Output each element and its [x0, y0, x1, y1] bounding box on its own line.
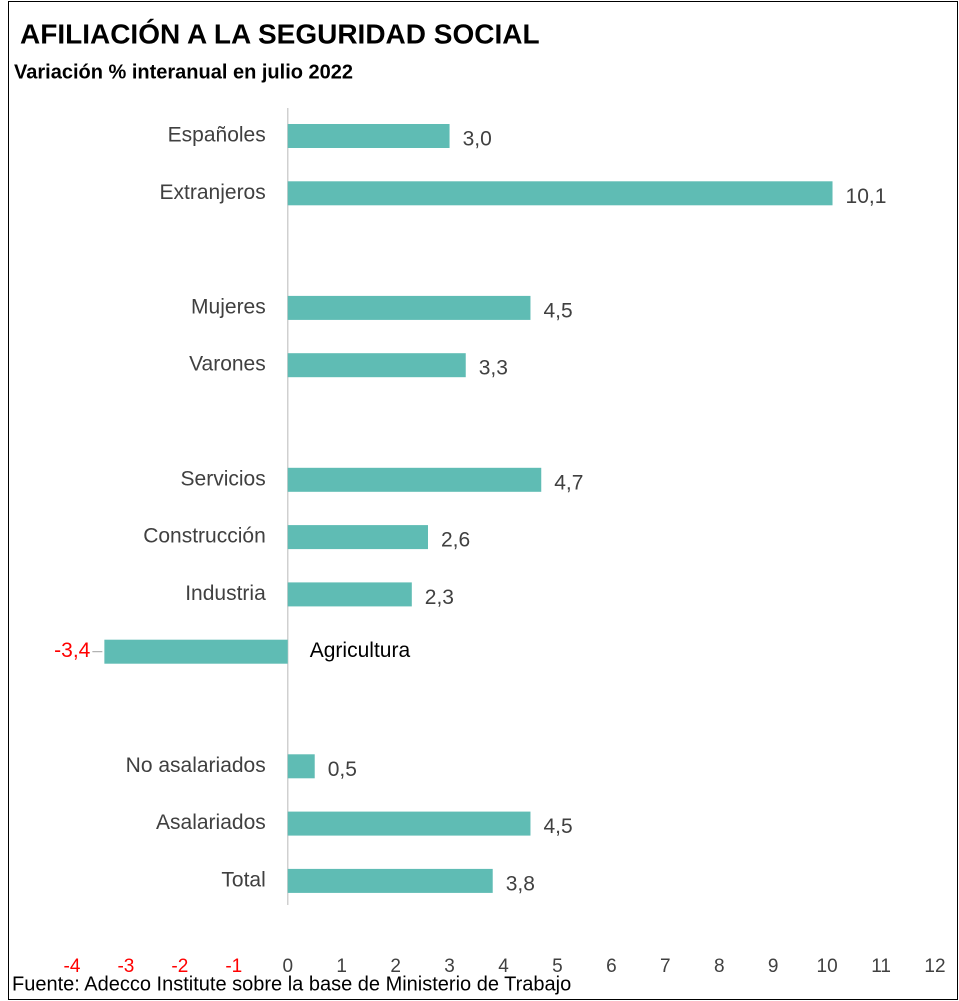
- value-label: 2,3: [425, 586, 454, 609]
- x-tick-label: 1: [336, 956, 347, 977]
- bar: [287, 124, 450, 148]
- x-tick-label: 0: [282, 956, 293, 977]
- value-label: -3,4: [54, 639, 91, 662]
- bar: [104, 639, 288, 664]
- value-label: 4,5: [543, 815, 572, 838]
- x-tick-label: -1: [225, 956, 242, 977]
- value-label: 0,5: [328, 758, 357, 781]
- x-tick-label: 4: [498, 956, 509, 977]
- value-label: 3,3: [479, 357, 508, 380]
- x-tick-label: 5: [552, 956, 563, 977]
- chart-title: AFILIACIÓN A LA SEGURIDAD SOCIAL: [20, 18, 540, 49]
- bar: [287, 868, 493, 893]
- bar: [287, 353, 466, 378]
- bar: [287, 582, 412, 607]
- frame: [8, 1, 958, 1000]
- category-label: Extranjeros: [160, 181, 266, 204]
- chart-subtitle: Variación % interanual en julio 2022: [14, 61, 353, 83]
- bar: [287, 811, 531, 836]
- bar: [287, 754, 315, 779]
- bar: [287, 467, 542, 492]
- category-label: Mujeres: [191, 295, 266, 318]
- value-label: 3,0: [463, 128, 492, 151]
- value-label: 4,7: [554, 471, 583, 494]
- value-label: 2,6: [441, 529, 470, 552]
- value-label: 3,8: [506, 872, 535, 895]
- category-label: Agricultura: [310, 639, 411, 662]
- x-tick-label: 10: [817, 956, 838, 977]
- x-tick-label: 2: [390, 956, 401, 977]
- x-tick-label: -3: [117, 956, 134, 977]
- category-label: Españoles: [168, 124, 266, 147]
- x-tick-label: 6: [606, 956, 617, 977]
- bar: [287, 181, 833, 206]
- category-label: No asalariados: [126, 754, 266, 777]
- x-tick-label: 12: [924, 956, 945, 977]
- x-tick-label: 3: [444, 956, 455, 977]
- x-tick-label: 7: [660, 956, 671, 977]
- category-label: Varones: [189, 353, 266, 376]
- x-tick-label: -4: [64, 956, 81, 977]
- x-tick-label: 11: [871, 956, 891, 977]
- category-label: Construcción: [143, 525, 266, 548]
- category-label: Servicios: [181, 467, 266, 490]
- source: Fuente: Adecco Institute sobre la base d…: [12, 973, 571, 995]
- value-label: 10,1: [846, 185, 887, 208]
- bar: [287, 295, 531, 320]
- category-label: Asalariados: [156, 811, 266, 834]
- category-label: Industria: [185, 582, 266, 605]
- x-tick-label: 9: [768, 956, 779, 977]
- value-label: 4,5: [543, 299, 572, 322]
- x-tick-label: -2: [171, 956, 188, 977]
- x-tick-label: 8: [714, 956, 725, 977]
- category-label: Total: [221, 868, 265, 891]
- bar: [287, 525, 428, 550]
